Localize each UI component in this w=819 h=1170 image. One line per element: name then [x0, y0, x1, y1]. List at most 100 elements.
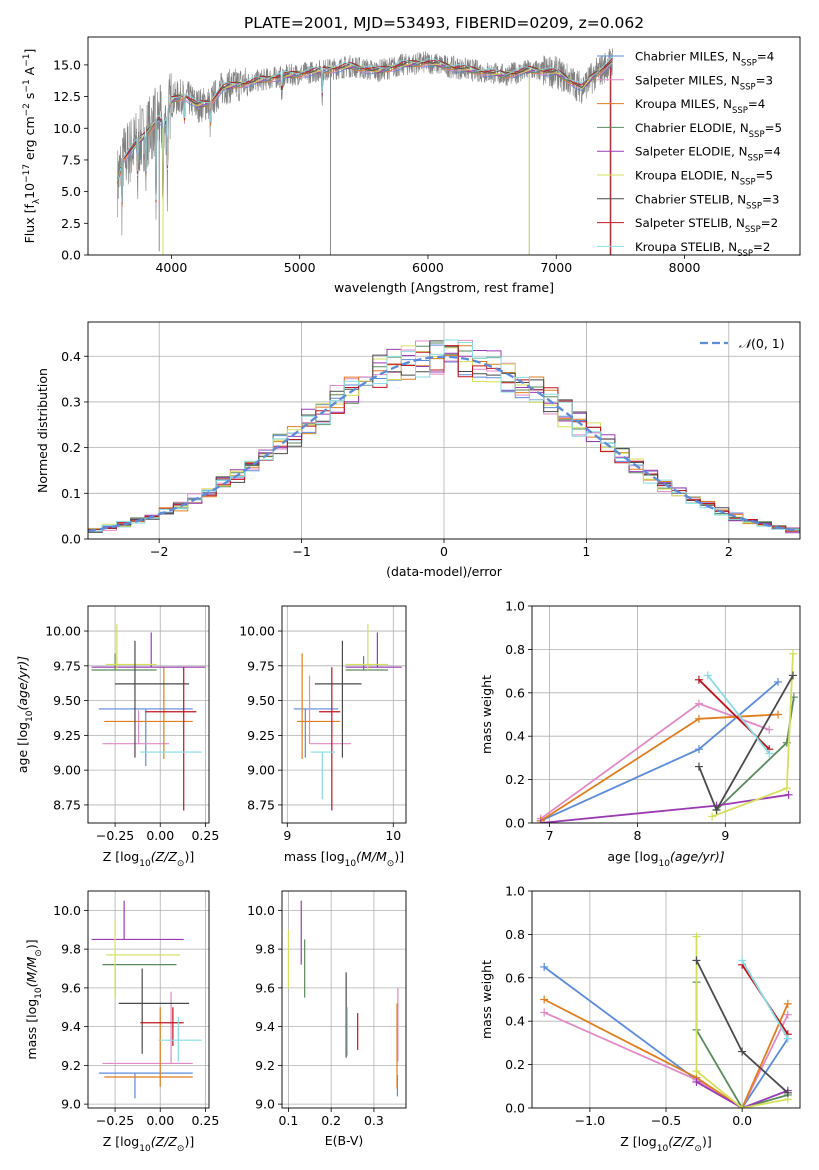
errorbar-point-2: [104, 667, 193, 760]
errorbar-point-6: [115, 640, 190, 758]
figure-title: PLATE=2001, MJD=53493, FIBERID=0209, z=0…: [244, 14, 644, 32]
x-axis-label-c: (M/M: [356, 849, 387, 864]
y-axis-label: Normed distribution: [35, 368, 50, 493]
errorbar-point-1: [102, 991, 193, 1065]
legend-sub: SSP: [745, 225, 761, 235]
x-axis-label: Z [log10(Z/Z⊙)]: [103, 849, 194, 869]
legend-suffix: =3: [762, 192, 779, 206]
y-axis-label-a: age [log: [15, 722, 30, 773]
legend-suffix: =3: [756, 73, 773, 87]
y-tick-label: 9.0: [255, 1097, 275, 1112]
plot-area-age-vs-mass: [282, 606, 406, 823]
plots-layer: 4000 5000 6000 7000 80000.02.55.07.510.012.5…: [15, 36, 801, 1154]
y-tick-label: 0.1: [61, 486, 81, 501]
x-axis-label-e: )]: [184, 849, 194, 864]
x-tick-label: −1: [292, 544, 310, 559]
y-tick-label: 9.8: [255, 942, 275, 957]
x-axis-label-d: ⊙: [177, 859, 185, 869]
x-axis-label-a: mass [log: [284, 849, 345, 864]
x-axis-label-b: 10: [657, 1144, 669, 1154]
weight-line: [696, 1081, 789, 1108]
legend-suffix: =5: [756, 169, 773, 183]
legend-sub: SSP: [737, 249, 753, 259]
model-spectrum-7: [117, 57, 613, 204]
legend-label-3: Chabrier ELODIE, NSSP=5: [635, 121, 782, 140]
errorbar-point-7: [145, 667, 197, 811]
errorbar-point-3: [102, 964, 177, 998]
errorbar-point-5: [106, 624, 157, 669]
y-tick-label: 9.75: [247, 658, 275, 673]
plot-area-residuals: [88, 322, 800, 539]
axes-frame: [281, 890, 407, 1109]
errorbar-point-4: [91, 632, 206, 668]
x-axis-label: Z [log10(Z/Z⊙)]: [103, 1134, 194, 1154]
x-axis-label-b: 10: [139, 859, 151, 869]
errorbar-point-1: [102, 710, 170, 745]
x-tick-label: 0.2: [321, 1113, 341, 1128]
x-axis-label-a: Z [log: [103, 1134, 139, 1149]
legend-label-6: Chabrier STELIB, NSSP=3: [635, 192, 779, 211]
gaussian-curve: [88, 355, 800, 533]
x-tick-label: 4000: [155, 260, 187, 275]
axes-mass-vs-EBV: 0.1 0.2 0.3 9.0 9.2 9.4 9.6 9.8 10.0 E(B-V): [247, 890, 407, 1148]
legend-sub: SSP: [740, 178, 756, 188]
x-tick-label: 1: [582, 544, 590, 559]
legend-suffix: =2: [761, 216, 778, 230]
x-tick-label: 8: [633, 828, 641, 843]
errorbar-point-2: [296, 653, 341, 760]
y-axis-label: mass [log10(M/M⊙)]: [24, 939, 44, 1059]
x-tick-label: 5000: [284, 260, 316, 275]
y-tick-label: 10.00: [239, 624, 275, 639]
legend-label-0: Chabrier MILES, NSSP=4: [635, 50, 774, 69]
model-spectrum-4: [117, 60, 613, 202]
legend-sub: SSP: [741, 59, 757, 69]
y-tick-label: 0.3: [61, 394, 81, 409]
legend-sub: SSP: [740, 82, 756, 92]
legend-sub: SSP: [732, 106, 748, 116]
legend-sub: SSP: [749, 130, 765, 140]
errorbar-point-0: [98, 708, 193, 766]
axes-frame: [531, 605, 801, 824]
x-tick-label: 0.1: [278, 1113, 298, 1128]
legend-prefix: Salpeter STELIB, N: [635, 216, 745, 230]
y-tick-label: 0.2: [61, 440, 81, 455]
legend-prefix: Chabrier STELIB, N: [635, 192, 746, 206]
y-tick-label: 10.0: [53, 903, 81, 918]
errorbar-point-8: [310, 751, 335, 800]
x-tick-label: 2: [725, 544, 733, 559]
y-tick-label: 9.50: [53, 693, 81, 708]
y-axis-label-a: mass [log: [24, 999, 39, 1060]
plot-area-age-vs-Z: [88, 606, 209, 823]
x-axis-label: mass [log10(M/M⊙)]: [284, 849, 404, 869]
y-axis-label-b: 10: [34, 987, 44, 999]
weight-line: [540, 681, 779, 822]
x-tick-label: −0.5: [651, 1113, 681, 1128]
y-tick-label: 0.0: [61, 248, 81, 263]
legend-gaussian-label: 𝒩(0, 1): [739, 336, 785, 351]
weight-line: [543, 1011, 789, 1108]
x-tick-label: 8000: [669, 260, 701, 275]
x-axis-label: E(B-V): [325, 1133, 364, 1148]
axes-frame: [531, 890, 801, 1109]
weight-line: [711, 653, 794, 818]
y-tick-label: 9.8: [61, 942, 81, 957]
y-axis-label-c: (M/M: [24, 957, 39, 988]
y-tick-label: 10.00: [45, 624, 81, 639]
y-tick-label: 9.4: [61, 1019, 81, 1034]
axes-weight-vs-age: 7 8 9 0.0 0.2 0.4 0.6 0.8 1.0 age [log10(age/yr)]…: [479, 599, 801, 869]
legend-label-8: Kroupa STELIB, NSSP=2: [635, 240, 770, 259]
x-tick-label: 7: [546, 828, 554, 843]
y-axis-label-j: −1: [22, 54, 32, 67]
y-tick-label: 9.25: [53, 728, 81, 743]
y-tick-label: 9.6: [255, 980, 275, 995]
model-spectrum-3: [117, 60, 613, 204]
x-tick-label: 0.25: [191, 1113, 219, 1128]
legend-label-7: Salpeter STELIB, NSSP=2: [635, 216, 778, 235]
x-axis-label: Z [log10(Z/Z⊙)]: [620, 1134, 711, 1154]
y-axis-label-b: 10: [25, 710, 35, 722]
weight-series-6: [694, 671, 797, 814]
legend-sub: SSP: [746, 201, 762, 211]
y-axis-label: mass weight: [479, 960, 494, 1039]
